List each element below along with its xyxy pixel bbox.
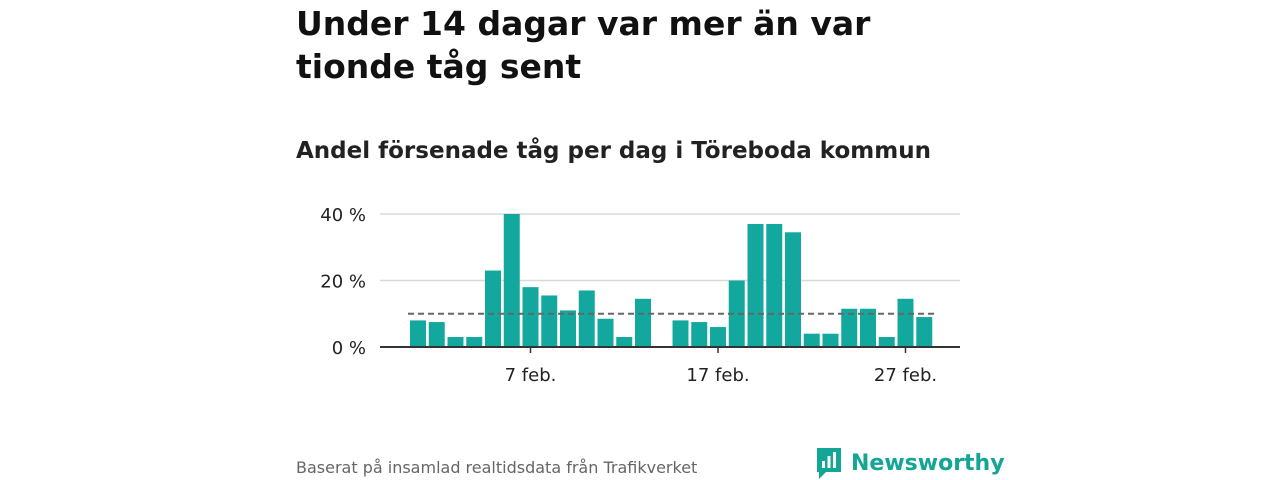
x-tick-label: 7 feb. — [505, 365, 557, 386]
bar — [785, 232, 801, 347]
bar — [766, 223, 783, 347]
bar — [822, 333, 839, 347]
bar — [522, 287, 539, 347]
bar — [410, 320, 426, 347]
bar — [428, 322, 445, 347]
bar — [560, 310, 576, 347]
bar — [466, 337, 483, 347]
bar — [728, 280, 745, 347]
bar — [878, 337, 895, 347]
bars — [410, 214, 933, 347]
bar — [447, 337, 464, 347]
bar — [503, 214, 520, 347]
bar — [841, 308, 858, 347]
bar — [691, 322, 708, 347]
chart-title: Under 14 dagar var mer än var tionde tåg… — [296, 4, 871, 86]
chart-subtitle: Andel försenade tåg per dag i Töreboda k… — [296, 138, 931, 164]
newsworthy-logo-icon — [817, 448, 841, 479]
bar — [672, 320, 689, 347]
bar — [710, 327, 726, 347]
brand-name: Newsworthy — [851, 450, 1005, 476]
brand-logo: Newsworthy — [815, 446, 1005, 480]
bar — [485, 270, 501, 347]
bar — [897, 298, 914, 347]
bar — [541, 295, 558, 347]
bar — [803, 333, 820, 347]
bar — [597, 318, 614, 347]
y-tick-label: 20 % — [320, 272, 366, 293]
bar — [860, 308, 876, 347]
bar — [578, 290, 595, 347]
bar — [916, 317, 933, 347]
source-note: Baserat på insamlad realtidsdata från Tr… — [296, 458, 698, 477]
bar — [616, 337, 633, 347]
bar-chart: 0 % 20 % 40 % 7 feb. 17 feb. 27 feb. — [320, 205, 960, 386]
bar — [747, 223, 764, 347]
x-tick-label: 27 feb. — [874, 365, 937, 386]
bar — [635, 298, 651, 347]
grid-lines — [380, 213, 960, 282]
y-tick-label: 0 % — [332, 338, 366, 359]
x-tick-label: 17 feb. — [686, 365, 749, 386]
y-tick-label: 40 % — [320, 205, 366, 226]
axes: 0 % 20 % 40 % 7 feb. 17 feb. 27 feb. — [320, 205, 960, 386]
